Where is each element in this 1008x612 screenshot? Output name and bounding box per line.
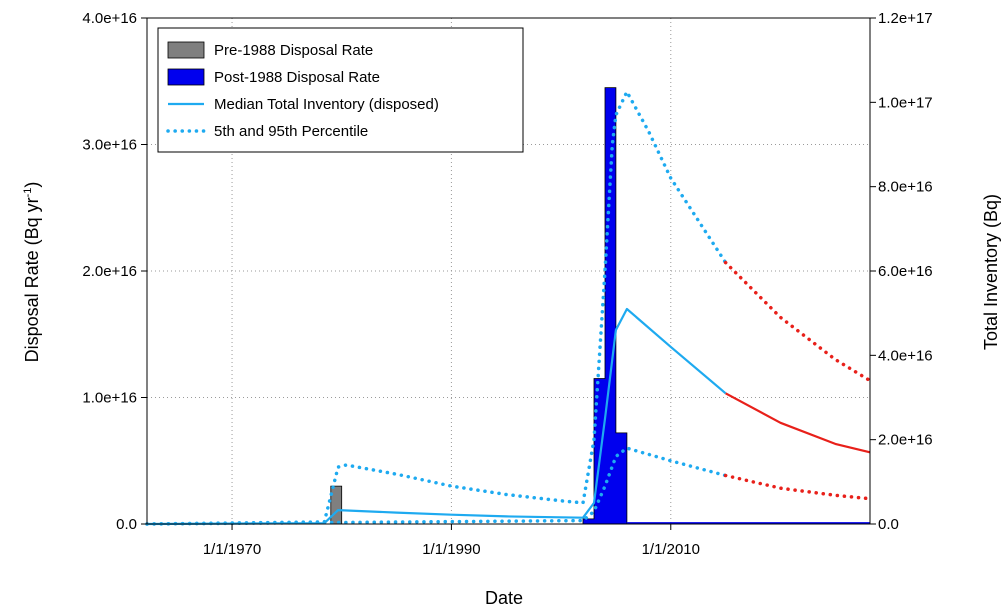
y-right-tick-label: 4.0e+16 xyxy=(878,347,933,364)
y-axis-left-title-superscript: -1 xyxy=(22,188,34,198)
y-right-tick-label: 0.0 xyxy=(878,516,899,533)
y-left-tick-label: 3.0e+16 xyxy=(82,137,137,154)
legend-post-1988-disposal-rate-label: Post-1988 Disposal Rate xyxy=(214,69,380,86)
x-axis-title: Date xyxy=(485,588,523,608)
y-right-tick-label: 8.0e+16 xyxy=(878,179,933,196)
y-right-tick-label: 1.0e+17 xyxy=(878,94,933,111)
y-left-tick-label: 1.0e+16 xyxy=(82,390,137,407)
legend-pre-1988-disposal-rate-label: Pre-1988 Disposal Rate xyxy=(214,42,373,59)
y-right-tick-label: 6.0e+16 xyxy=(878,263,933,280)
legend-frame xyxy=(157,27,524,153)
legend: Pre-1988 Disposal Rate Post-1988 Disposal… xyxy=(157,27,524,153)
legend-5th-and-95th-percentile-label: 5th and 95th Percentile xyxy=(214,123,368,140)
series-layer xyxy=(145,87,872,526)
legend-post-1988-disposal-rate-swatch xyxy=(167,68,205,86)
y-left-tick-label: 4.0e+16 xyxy=(82,10,137,27)
x-tick-label: 1/1/1970 xyxy=(203,541,261,558)
axes: 1/1/1970 1/1/1990 1/1/2010 0.0 1.0e+16 2.0e+1… xyxy=(82,10,932,558)
y-left-tick-label: 2.0e+16 xyxy=(82,263,137,280)
series-median-total-inventory-disposed xyxy=(146,307,727,526)
series-segment-7 xyxy=(723,473,872,501)
series-5th-and-95th-percentile xyxy=(145,90,728,526)
legend-median-total-inventory-disposed-label: Median Total Inventory (disposed) xyxy=(214,96,439,113)
y-axis-left-title: Disposal Rate (Bq yr-1) xyxy=(22,182,42,363)
series-pre-1988-disposal-rate xyxy=(147,485,870,525)
y-axis-right-title: Total Inventory (Bq) xyxy=(981,194,1001,350)
series-post-1988-disposal-rate xyxy=(561,87,870,525)
series-segment-3 xyxy=(725,392,871,454)
x-tick-label: 1/1/2010 xyxy=(642,541,700,558)
series-segment-5 xyxy=(723,260,872,383)
series-segment-6 xyxy=(145,446,728,526)
y-right-tick-label: 1.2e+17 xyxy=(878,10,933,27)
y-left-tick-label: 0.0 xyxy=(116,516,137,533)
y-right-tick-label: 2.0e+16 xyxy=(878,432,933,449)
legend-pre-1988-disposal-rate-swatch xyxy=(167,41,205,59)
x-tick-label: 1/1/1990 xyxy=(422,541,480,558)
